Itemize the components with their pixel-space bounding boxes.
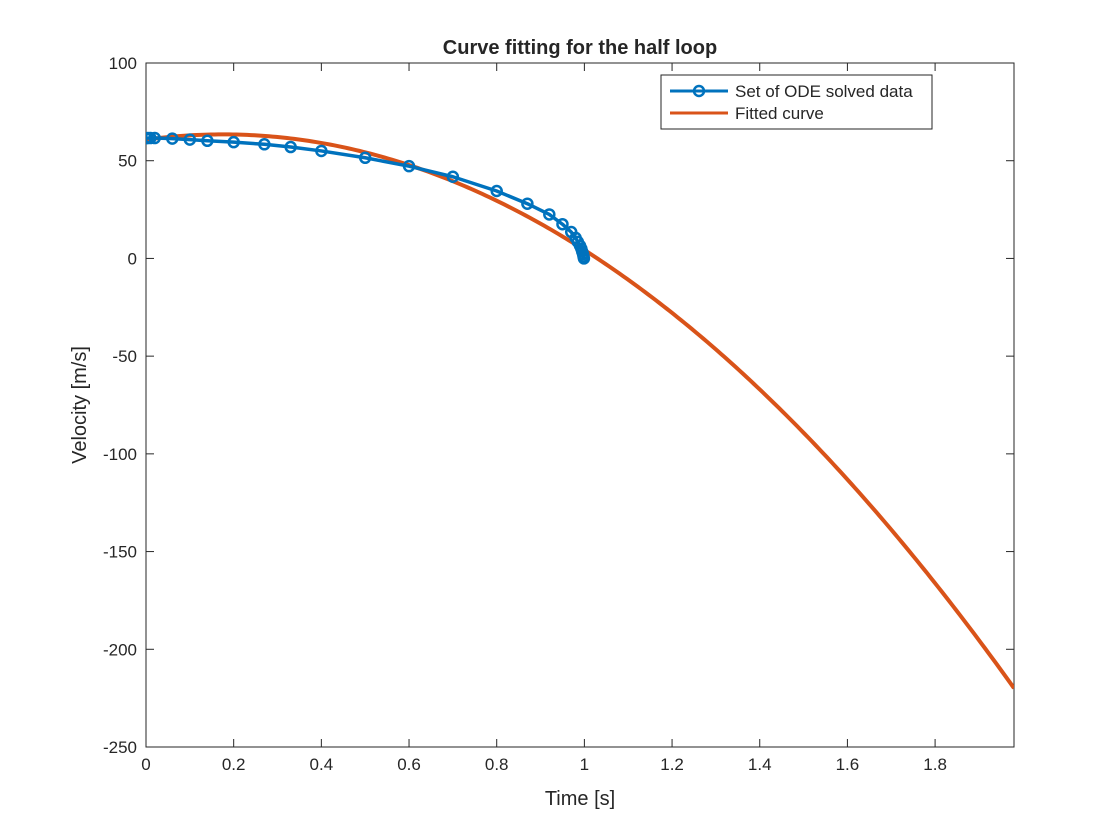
y-axis-ticks: 100 50 0 -50 -100 -150 -200 -250 [103, 54, 1014, 757]
x-tick-label: 1.6 [836, 755, 860, 774]
legend-box [660, 74, 933, 130]
x-tick-label: 0.8 [485, 755, 509, 774]
y-tick-label: -200 [103, 640, 137, 659]
ode-data-point [284, 140, 297, 154]
ode-data-point [201, 134, 214, 148]
ode-data-point [148, 131, 162, 145]
ode-data-point [577, 252, 591, 265]
x-tick-label: 0 [141, 755, 150, 774]
plot-area: 0 0.2 0.4 0.6 0.8 1 1.2 1.4 1.6 1.8 100 50 0 -50 -100… [103, 54, 1015, 774]
ode-data-point [521, 197, 534, 210]
y-tick-label: -150 [103, 543, 137, 562]
legend-label-fitted-curve: Fitted curve [735, 104, 824, 123]
ode-data-point [446, 170, 460, 183]
ode-data-point [490, 184, 503, 198]
legend-marker-ode-data [692, 84, 706, 98]
ode-data-point [227, 135, 240, 149]
ode-data-point [146, 131, 157, 145]
x-tick-label: 1.4 [748, 755, 772, 774]
x-tick-label: 0.4 [310, 755, 334, 774]
y-tick-label: 0 [128, 249, 137, 268]
y-axis-label: Velocity [m/s] [69, 346, 91, 464]
legend: Set of ODE solved data Fitted curve [660, 74, 933, 130]
ode-data-point [315, 144, 328, 158]
legend-label-ode-data: Set of ODE solved data [735, 82, 913, 101]
ode-data-point [183, 133, 197, 146]
axes-box [145, 62, 1015, 748]
y-tick-label: -50 [112, 347, 137, 366]
ode-data-point [402, 159, 416, 173]
y-tick-label: -100 [103, 445, 137, 464]
x-tick-label: 1.2 [660, 755, 684, 774]
ode-data-point [556, 217, 569, 231]
x-axis-label: Time [s] [545, 788, 615, 810]
ode-data-point [543, 208, 556, 221]
y-tick-label: 50 [118, 152, 137, 171]
x-axis-ticks: 0 0.2 0.4 0.6 0.8 1 1.2 1.4 1.6 1.8 [141, 63, 947, 774]
x-tick-label: 1 [580, 755, 589, 774]
x-tick-label: 0.2 [222, 755, 246, 774]
series-layer [146, 131, 1014, 690]
y-tick-label: -250 [103, 738, 137, 757]
x-tick-label: 0.6 [397, 755, 421, 774]
ode-data-point [358, 151, 372, 165]
ode-data-point [166, 132, 179, 145]
x-tick-label: 1.8 [923, 755, 947, 774]
chart-title: Curve fitting for the half loop [443, 37, 717, 59]
ode-data-point [258, 138, 271, 151]
y-tick-label: 100 [109, 54, 137, 73]
